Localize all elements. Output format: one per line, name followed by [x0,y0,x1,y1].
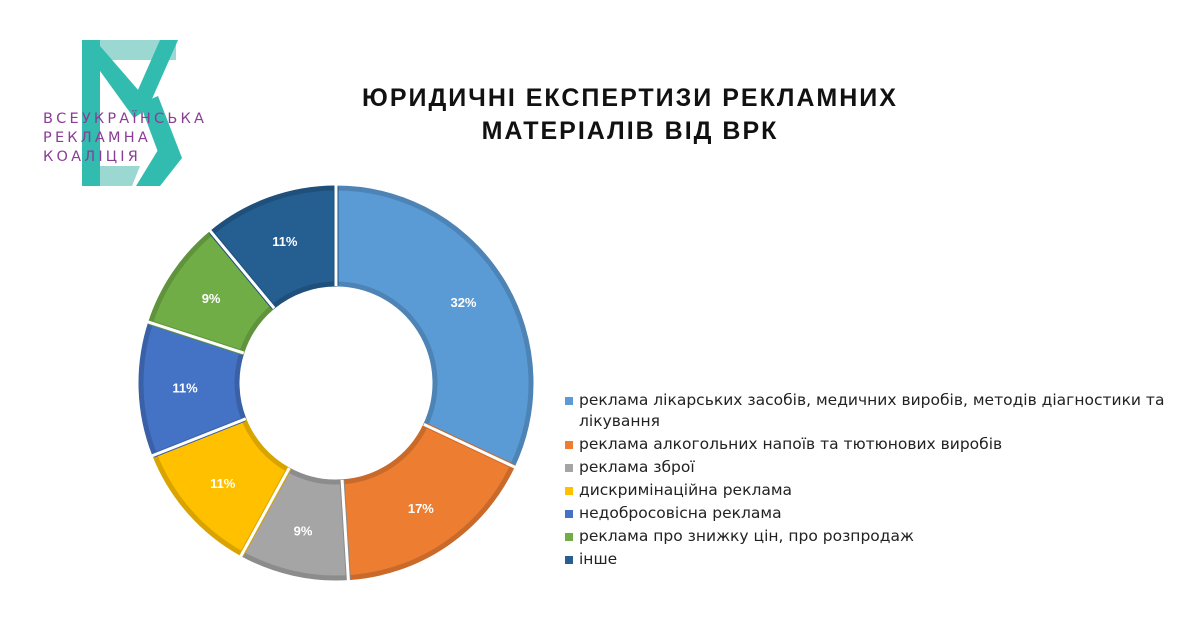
donut-slice-separator [423,422,516,469]
donut-slice-separator [239,467,291,558]
donut-slice-separator [208,229,276,310]
legend-swatch [565,487,573,495]
legend-swatch [565,464,573,472]
legend-label: реклама зброї [579,458,695,476]
donut-data-label-3: 9% [294,523,313,538]
donut-slice-separator [151,417,247,458]
legend-item-3: реклама зброї [565,457,1185,478]
donut-slice-2 [339,422,515,581]
donut-data-label-6: 9% [202,291,221,306]
donut-data-label-2: 17% [408,501,434,516]
legend-item-7: інше [565,549,1185,570]
legend-label: недобросовісна реклама [579,504,782,522]
donut-data-label-4: 11% [210,476,236,491]
donut-slice-separator [340,479,350,581]
legend-label: дискримінаційна реклама [579,481,793,499]
legend-item-1: реклама лікарських засобів, медичних вир… [565,390,1185,432]
legend-item-4: дискримінаційна реклама [565,480,1185,501]
legend-item-2: реклама алкогольних напоїв та тютюнових … [565,434,1185,455]
logo-mark-icon [82,40,182,186]
logo-line-1: ВСЕУКРАЇНСЬКА [43,111,208,127]
legend-label: реклама про знижку цін, про розпродаж [579,527,914,545]
legend-item-5: недобросовісна реклама [565,503,1185,524]
legend-swatch [565,533,573,541]
legend-swatch [565,441,573,449]
legend-label: інше [579,550,618,568]
logo-line-2: РЕКЛАМНА [43,130,151,146]
logo: ВСЕУКРАЇНСЬКА РЕКЛАМНА КОАЛІЦІЯ [40,38,210,188]
donut-data-label-7: 11% [272,234,298,249]
chart-legend: реклама лікарських засобів, медичних вир… [565,390,1185,572]
donut-slice-separator [147,320,245,355]
chart-title-line-1: ЮРИДИЧНІ ЕКСПЕРТИЗИ РЕКЛАМНИХ [362,84,898,112]
logo-text: ВСЕУКРАЇНСЬКА РЕКЛАМНА КОАЛІЦІЯ [43,110,207,167]
donut-slice-1 [333,185,534,469]
legend-label: реклама алкогольних напоїв та тютюнових … [579,435,1003,453]
legend-swatch [565,397,573,405]
chart-title-line-2: МАТЕРІАЛІВ ВІД ВРК [481,117,779,145]
logo-line-3: КОАЛІЦІЯ [43,149,142,165]
chart-title: ЮРИДИЧНІ ЕКСПЕРТИЗИ РЕКЛАМНИХ МАТЕРІАЛІВ… [300,82,960,148]
legend-item-6: реклама про знижку цін, про розпродаж [565,526,1185,547]
donut-data-label-5: 11% [172,381,198,396]
legend-label: реклама лікарських засобів, медичних вир… [579,391,1165,430]
legend-swatch [565,556,573,564]
donut-data-label-1: 32% [450,295,476,310]
legend-swatch [565,510,573,518]
